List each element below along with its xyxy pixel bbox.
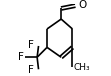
Text: F: F: [18, 52, 24, 62]
Text: F: F: [28, 40, 34, 50]
Text: CH₃: CH₃: [74, 63, 90, 72]
Text: F: F: [28, 65, 34, 75]
Text: O: O: [79, 0, 87, 10]
